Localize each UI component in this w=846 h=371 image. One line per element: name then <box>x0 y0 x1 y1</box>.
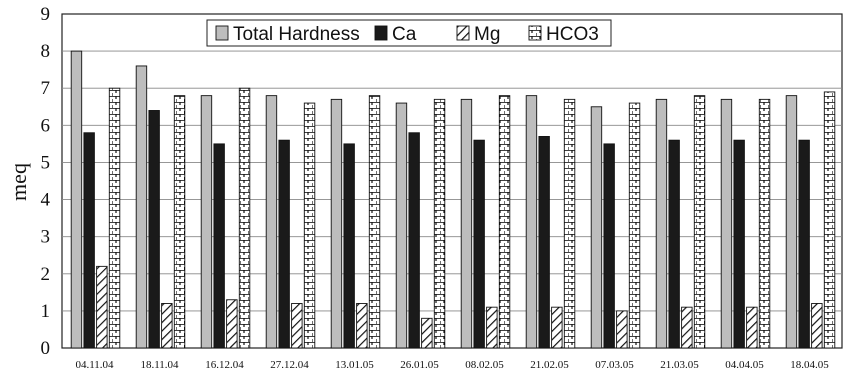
bar-ca <box>278 139 290 349</box>
bar-mg <box>226 299 238 349</box>
y-tick-label: 8 <box>41 41 51 62</box>
bar-ca <box>213 143 225 349</box>
y-tick-label: 6 <box>41 115 51 136</box>
bar-ca <box>798 139 810 349</box>
x-tick-label: 27.12.04 <box>270 359 309 371</box>
legend-label: Ca <box>392 24 417 45</box>
x-tick-label: 16.12.04 <box>205 359 244 371</box>
bar-ca <box>733 139 745 349</box>
bar-hco3 <box>238 87 251 349</box>
plot-area <box>61 13 843 349</box>
gridlines <box>62 50 842 312</box>
bar-ca <box>668 139 680 349</box>
bar-total-hardness <box>70 50 83 349</box>
legend-box <box>206 19 612 47</box>
legend-swatch <box>215 25 229 41</box>
legend-swatch <box>528 25 542 41</box>
legend-label: HCO3 <box>546 24 599 45</box>
bar-ca <box>148 110 160 349</box>
bar-hco3 <box>693 95 706 349</box>
y-tick-label: 2 <box>41 264 51 285</box>
bar-mg <box>616 310 628 349</box>
y-axis-label: meq <box>6 163 31 201</box>
y-tick-label: 0 <box>41 338 51 359</box>
bar-hco3 <box>303 102 316 349</box>
bar-hco3 <box>368 95 381 349</box>
bar-total-hardness <box>785 95 798 349</box>
x-axis-ticks: 04.11.04 18.11.04 16.12.04 27.12.04 13.01.05… <box>75 359 829 371</box>
bar-ca <box>473 139 485 349</box>
bar-hco3 <box>758 98 771 349</box>
x-tick-label: 04.04.05 <box>725 359 764 371</box>
legend-swatch <box>374 25 388 41</box>
x-tick-label: 21.03.05 <box>660 359 699 371</box>
bar-hco3 <box>823 91 836 349</box>
bar-total-hardness <box>460 98 473 349</box>
bar-mg <box>421 317 433 349</box>
bar-total-hardness <box>135 65 148 349</box>
y-tick-label: 3 <box>41 227 51 248</box>
bar-hco3 <box>108 87 121 349</box>
bar-mg <box>811 303 823 349</box>
bar-hco3 <box>498 95 511 349</box>
bar-ca <box>603 143 615 349</box>
legend-label: Total Hardness <box>233 24 360 45</box>
bar-hco3 <box>563 98 576 349</box>
bar-ca <box>343 143 355 349</box>
plot-frame <box>61 13 843 349</box>
x-tick-label: 04.11.04 <box>75 359 114 371</box>
bar-mg <box>291 303 303 349</box>
x-tick-label: 08.02.05 <box>465 359 504 371</box>
y-tick-label: 1 <box>41 301 51 322</box>
y-tick-label: 7 <box>41 78 51 99</box>
x-tick-label: 21.02.05 <box>530 359 569 371</box>
bar-total-hardness <box>330 98 343 349</box>
bar-ca <box>408 132 420 349</box>
bar-ca <box>538 136 550 349</box>
bar-total-hardness <box>200 95 213 349</box>
x-tick-label: 18.04.05 <box>790 359 829 371</box>
legend-label: Mg <box>474 24 500 45</box>
bar-mg <box>681 306 693 349</box>
bar-hco3 <box>433 98 446 349</box>
bar-total-hardness <box>590 106 603 349</box>
bar-ca <box>83 132 95 349</box>
legend-swatch <box>456 25 470 41</box>
bar-total-hardness <box>395 102 408 349</box>
bar-mg <box>161 303 173 349</box>
y-tick-label: 5 <box>41 152 51 173</box>
x-tick-label: 26.01.05 <box>400 359 439 371</box>
bar-mg <box>96 265 108 349</box>
y-tick-label: 4 <box>41 190 51 211</box>
bar-hco3 <box>628 102 641 349</box>
bar-hco3 <box>173 95 186 349</box>
bars <box>70 50 836 349</box>
bar-total-hardness <box>265 95 278 349</box>
bar-mg <box>551 306 563 349</box>
x-tick-label: 07.03.05 <box>595 359 634 371</box>
bar-total-hardness <box>525 95 538 349</box>
bar-mg <box>746 306 758 349</box>
legend: Total Hardness Ca Mg HCO3 <box>206 19 612 47</box>
bar-mg <box>356 303 368 349</box>
y-axis-ticks: 0 1 2 3 4 5 6 7 8 9 <box>41 4 51 359</box>
x-tick-label: 18.11.04 <box>140 359 179 371</box>
x-tick-label: 13.01.05 <box>335 359 374 371</box>
y-tick-label: 9 <box>41 4 51 25</box>
bar-total-hardness <box>655 98 668 349</box>
bar-total-hardness <box>720 98 733 349</box>
bar-mg <box>486 306 498 349</box>
